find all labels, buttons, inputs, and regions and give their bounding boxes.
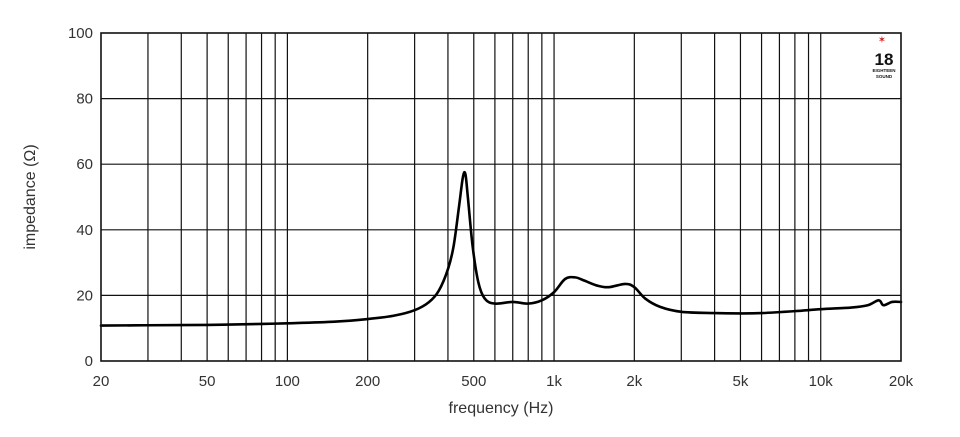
brand-logo: ✶ 18 EIGHTEEN SOUND [872, 35, 895, 79]
logo-star-icon: ✶ [878, 35, 886, 46]
logo-main-text: 18 [875, 50, 894, 69]
y-axis-label: impedance (Ω) [22, 144, 39, 249]
y-tick-label: 100 [68, 25, 93, 42]
x-tick-label: 2k [626, 373, 642, 390]
x-tick-label: 500 [461, 373, 486, 390]
x-tick-label: 20k [889, 373, 914, 390]
impedance-curve [99, 170, 903, 327]
grid-lines [101, 33, 901, 361]
plot-background [101, 33, 901, 361]
y-tick-label: 60 [76, 156, 93, 173]
x-tick-label: 1k [546, 373, 562, 390]
x-tick-label: 100 [275, 373, 300, 390]
x-tick-label: 200 [355, 373, 380, 390]
y-tick-label: 0 [85, 353, 93, 370]
x-axis-label: frequency (Hz) [449, 400, 554, 417]
x-tick-label: 10k [809, 373, 834, 390]
x-tick-label: 20 [93, 373, 110, 390]
plot-frame [100, 32, 902, 362]
logo-line2: SOUND [876, 74, 893, 79]
logo-line1: EIGHTEEN [872, 68, 895, 73]
x-tick-label: 5k [733, 373, 749, 390]
y-tick-label: 40 [76, 222, 93, 239]
x-tick-label: 50 [199, 373, 216, 390]
y-tick-label: 80 [76, 91, 93, 108]
y-tick-label: 20 [76, 287, 93, 304]
